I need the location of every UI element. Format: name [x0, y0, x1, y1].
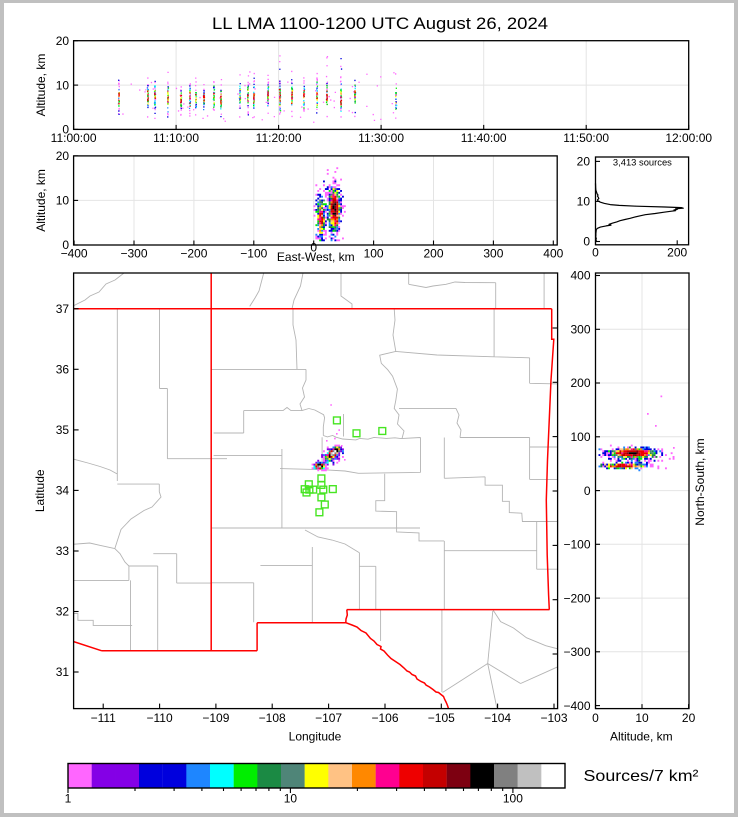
- svg-text:Altitude, km: Altitude, km: [610, 730, 673, 744]
- svg-text:32: 32: [56, 605, 70, 619]
- svg-text:37: 37: [56, 302, 70, 316]
- svg-text:10: 10: [284, 792, 298, 806]
- svg-text:34: 34: [56, 484, 70, 498]
- svg-text:East-West, km: East-West, km: [277, 250, 355, 264]
- svg-text:11:50:00: 11:50:00: [563, 131, 609, 145]
- svg-text:20: 20: [56, 149, 70, 163]
- svg-text:35: 35: [56, 423, 70, 437]
- svg-text:Longitude: Longitude: [289, 730, 342, 744]
- svg-text:400: 400: [543, 247, 563, 261]
- svg-text:0: 0: [592, 711, 599, 725]
- svg-text:−400: −400: [563, 699, 590, 713]
- svg-text:20: 20: [682, 711, 696, 725]
- svg-text:−200: −200: [563, 591, 590, 605]
- svg-text:3,413 sources: 3,413 sources: [613, 158, 672, 169]
- svg-text:300: 300: [570, 323, 590, 337]
- svg-text:North-South, km: North-South, km: [693, 438, 707, 525]
- svg-text:−100: −100: [240, 247, 267, 261]
- svg-text:1: 1: [65, 792, 72, 806]
- svg-text:11:20:00: 11:20:00: [256, 131, 302, 145]
- svg-text:200: 200: [423, 247, 443, 261]
- svg-text:Altitude, km: Altitude, km: [34, 54, 48, 117]
- svg-text:−103: −103: [540, 711, 567, 725]
- svg-text:200: 200: [570, 376, 590, 390]
- svg-text:36: 36: [56, 363, 70, 377]
- svg-text:0: 0: [310, 241, 317, 255]
- svg-text:0: 0: [592, 246, 599, 260]
- svg-text:−400: −400: [61, 247, 88, 261]
- svg-text:−300: −300: [120, 247, 147, 261]
- svg-text:−200: −200: [180, 247, 207, 261]
- svg-text:100: 100: [364, 247, 384, 261]
- svg-text:200: 200: [667, 246, 687, 260]
- svg-text:−300: −300: [563, 645, 590, 659]
- svg-text:11:10:00: 11:10:00: [153, 131, 199, 145]
- svg-text:11:30:00: 11:30:00: [358, 131, 404, 145]
- svg-text:−105: −105: [428, 711, 455, 725]
- svg-text:−104: −104: [484, 711, 511, 725]
- svg-text:−107: −107: [315, 711, 342, 725]
- svg-text:400: 400: [570, 269, 590, 283]
- svg-text:31: 31: [56, 665, 70, 679]
- svg-text:Latitude: Latitude: [33, 469, 47, 512]
- svg-text:−111: −111: [91, 711, 117, 725]
- svg-text:−110: −110: [147, 711, 173, 725]
- svg-text:100: 100: [503, 792, 523, 806]
- svg-text:Altitude, km: Altitude, km: [34, 169, 48, 232]
- svg-text:33: 33: [56, 544, 70, 558]
- svg-text:100: 100: [570, 430, 590, 444]
- svg-text:−106: −106: [371, 711, 398, 725]
- svg-text:0: 0: [62, 123, 69, 137]
- svg-text:20: 20: [56, 34, 70, 48]
- svg-text:0: 0: [583, 235, 590, 249]
- svg-text:11:00:00: 11:00:00: [51, 131, 97, 145]
- svg-text:11:40:00: 11:40:00: [461, 131, 507, 145]
- svg-text:20: 20: [577, 155, 591, 169]
- svg-text:LL LMA 1100-1200 UTC August 26: LL LMA 1100-1200 UTC August 26, 2024: [212, 14, 548, 33]
- svg-text:10: 10: [635, 711, 649, 725]
- svg-text:−100: −100: [563, 538, 590, 552]
- svg-text:Sources/7 km²: Sources/7 km²: [584, 768, 700, 785]
- svg-text:−109: −109: [202, 711, 229, 725]
- svg-text:0: 0: [584, 484, 591, 498]
- svg-text:−108: −108: [259, 711, 286, 725]
- svg-text:10: 10: [577, 195, 591, 209]
- svg-text:0: 0: [62, 238, 69, 252]
- svg-text:12:00:00: 12:00:00: [665, 131, 712, 145]
- svg-text:300: 300: [483, 247, 503, 261]
- svg-text:10: 10: [56, 194, 70, 208]
- svg-text:10: 10: [56, 78, 70, 92]
